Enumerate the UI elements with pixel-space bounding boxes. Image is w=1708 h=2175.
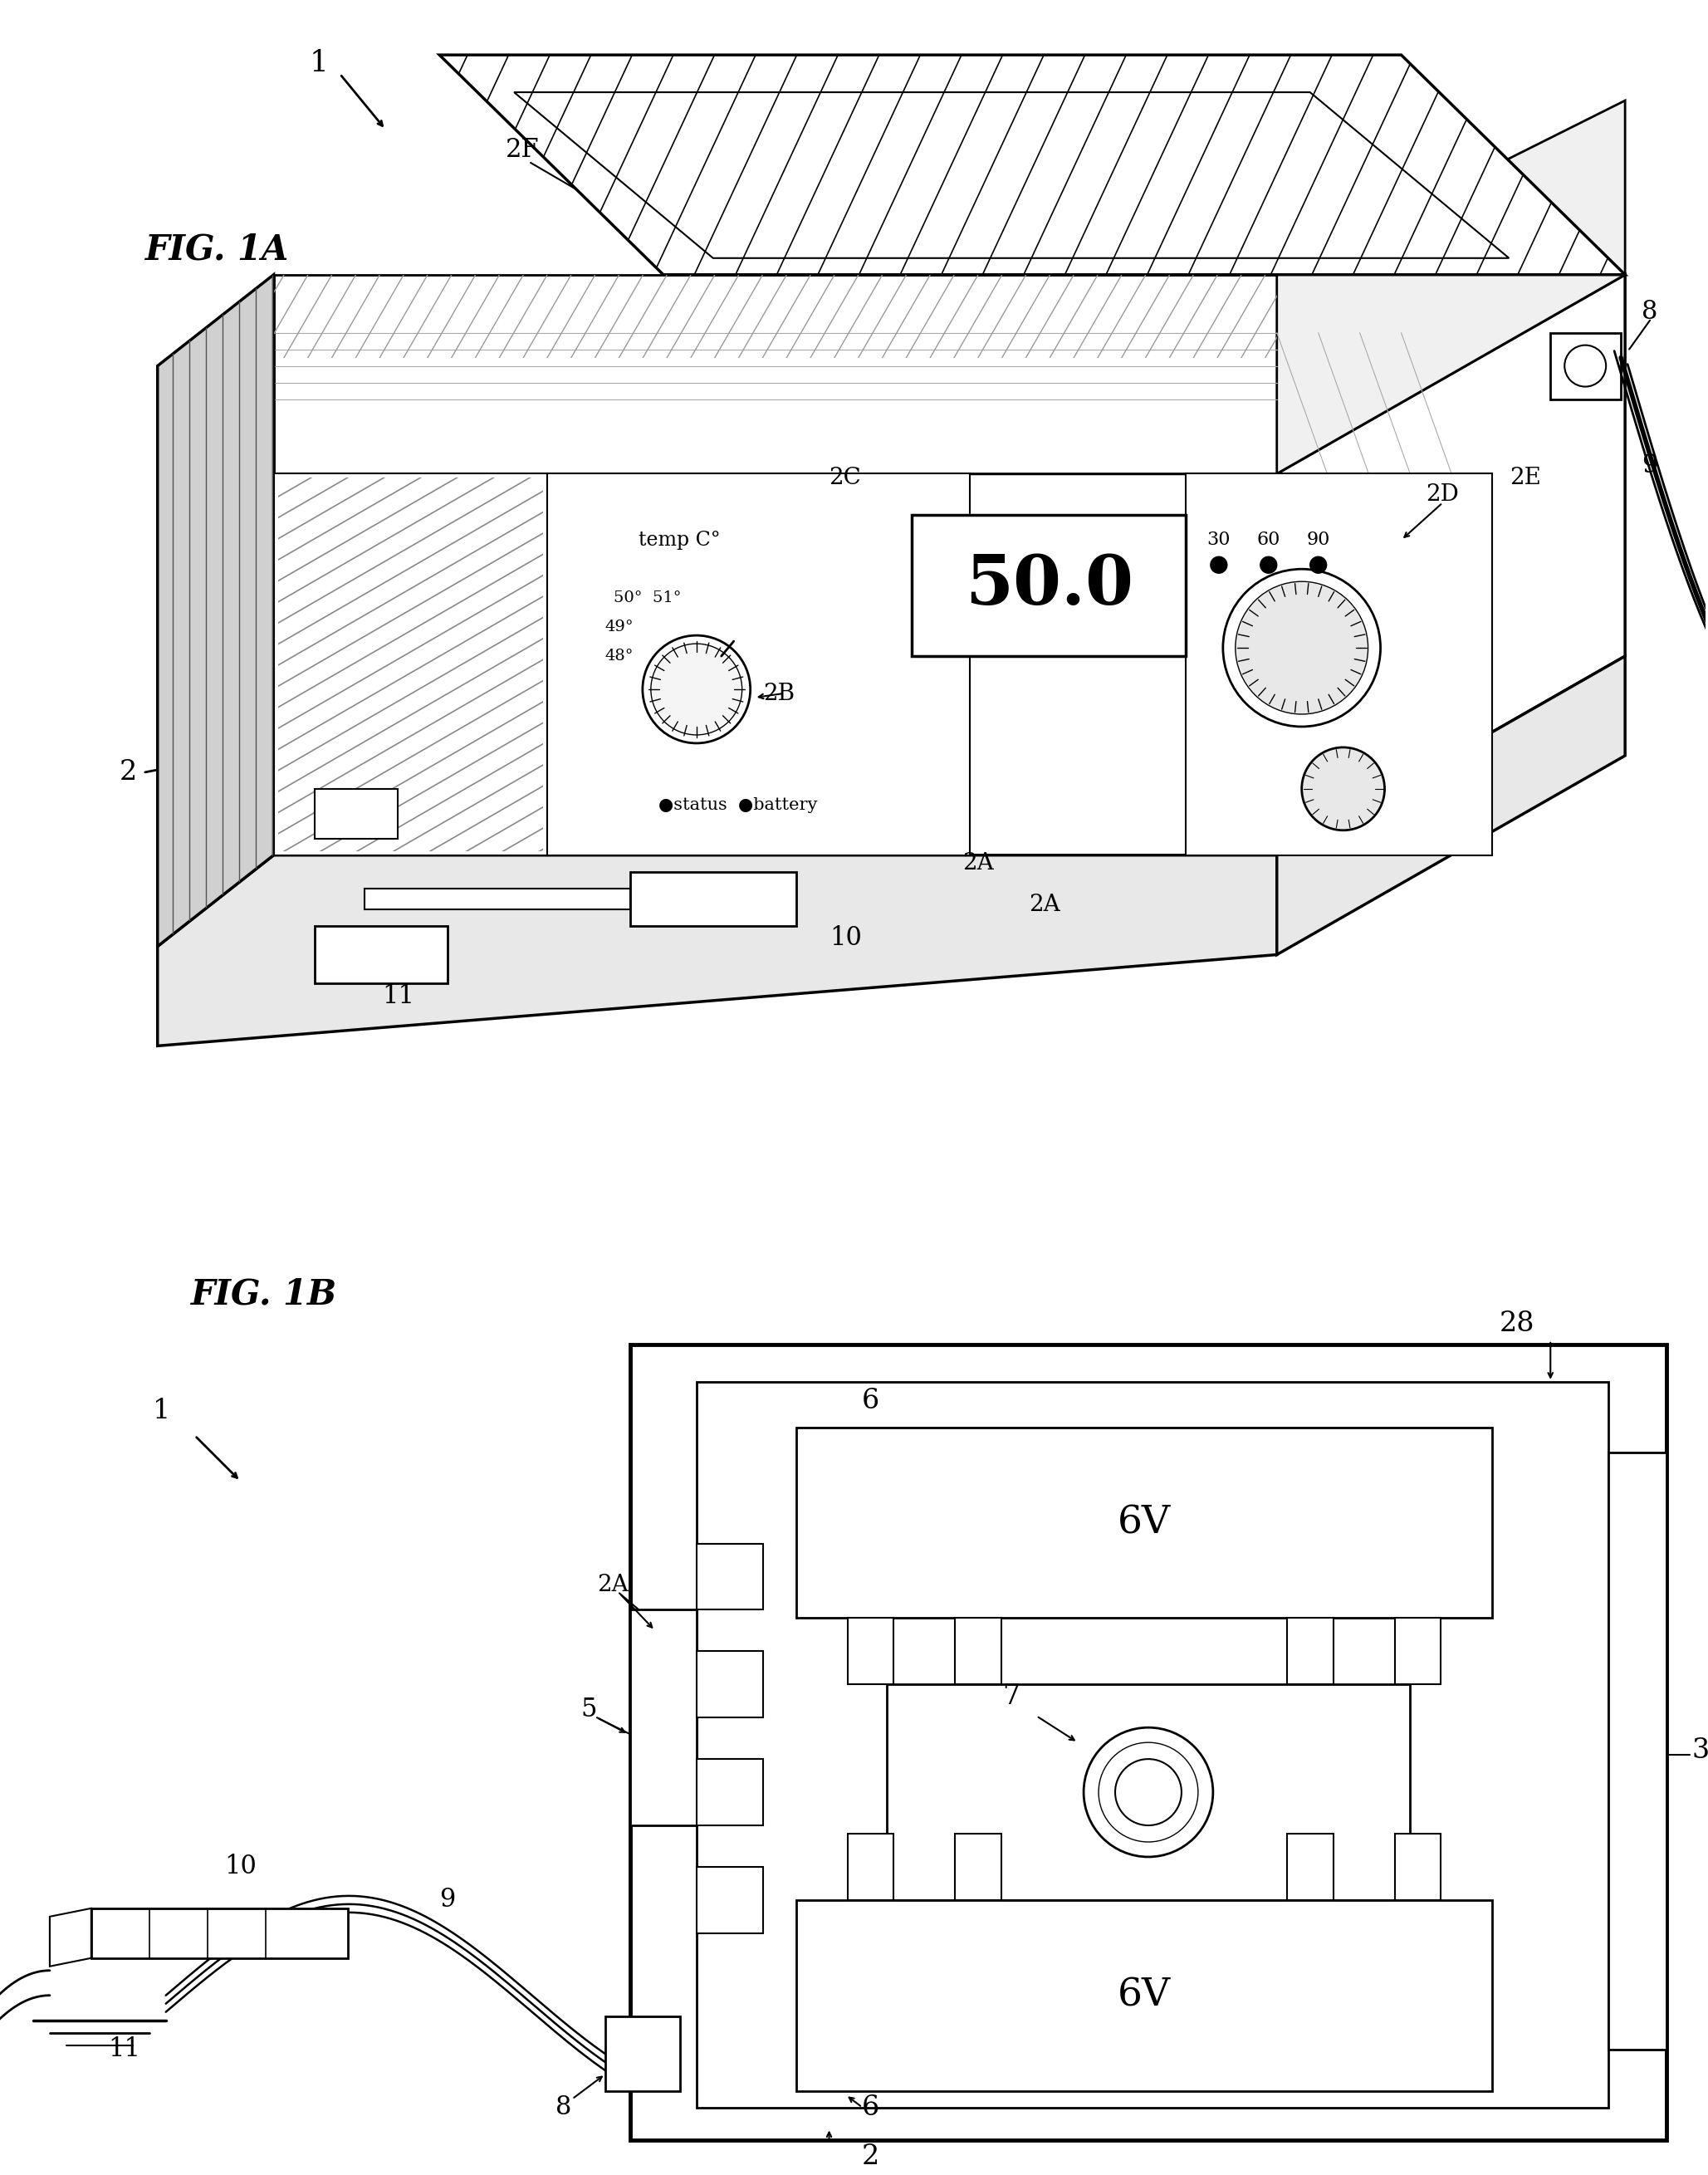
Polygon shape — [630, 872, 796, 927]
Text: 60: 60 — [1257, 531, 1281, 548]
Polygon shape — [955, 1618, 1001, 1683]
Polygon shape — [697, 1866, 763, 1934]
Polygon shape — [605, 2016, 680, 2090]
Polygon shape — [50, 1907, 91, 1966]
Text: 10: 10 — [224, 1853, 256, 1879]
Polygon shape — [1278, 657, 1624, 955]
Text: 2A: 2A — [1028, 894, 1061, 916]
Circle shape — [1301, 748, 1385, 831]
Polygon shape — [697, 1651, 763, 1718]
Polygon shape — [1286, 1618, 1334, 1683]
Polygon shape — [697, 1381, 1609, 2108]
Polygon shape — [796, 1901, 1493, 2090]
Circle shape — [1565, 346, 1606, 387]
Text: FIG. 1A: FIG. 1A — [145, 233, 289, 268]
Text: 2: 2 — [120, 759, 137, 785]
Polygon shape — [955, 1834, 1001, 1901]
Text: 2E: 2E — [1510, 468, 1541, 489]
Text: 48°: 48° — [605, 648, 634, 663]
Polygon shape — [1551, 333, 1621, 398]
Text: 9: 9 — [439, 1888, 456, 1912]
Polygon shape — [314, 927, 447, 983]
Text: 6V: 6V — [1117, 1503, 1170, 1542]
Polygon shape — [314, 790, 398, 840]
Polygon shape — [1278, 274, 1624, 855]
Polygon shape — [847, 1618, 893, 1683]
Polygon shape — [630, 1610, 697, 1825]
Circle shape — [1211, 557, 1226, 574]
Polygon shape — [157, 855, 1278, 1046]
Text: 50.0: 50.0 — [965, 552, 1132, 620]
Polygon shape — [796, 1427, 1493, 1618]
Polygon shape — [1394, 1618, 1442, 1683]
Polygon shape — [91, 1907, 348, 1958]
Polygon shape — [1394, 1834, 1442, 1901]
Polygon shape — [886, 1683, 1409, 1901]
Text: 2: 2 — [863, 2145, 880, 2171]
Text: 30: 30 — [1208, 531, 1231, 548]
Text: ●status  ●battery: ●status ●battery — [658, 798, 818, 813]
Text: 10: 10 — [830, 924, 863, 950]
Polygon shape — [439, 54, 1624, 274]
Polygon shape — [1185, 474, 1493, 855]
Text: 2F: 2F — [506, 137, 540, 163]
Circle shape — [1098, 1742, 1197, 1842]
Text: 3: 3 — [1691, 1738, 1708, 1764]
Text: 8: 8 — [555, 2095, 572, 2121]
Polygon shape — [366, 887, 630, 909]
Text: 6: 6 — [863, 2095, 880, 2121]
Circle shape — [1083, 1727, 1213, 1857]
Text: 1: 1 — [152, 1399, 171, 1425]
Circle shape — [1261, 557, 1278, 574]
Circle shape — [1223, 570, 1380, 726]
Polygon shape — [630, 1344, 1667, 2140]
Text: 5: 5 — [581, 1697, 596, 1723]
Text: 11: 11 — [108, 2036, 140, 2062]
Text: 6: 6 — [863, 1388, 880, 1414]
Polygon shape — [273, 274, 1278, 474]
Polygon shape — [697, 1544, 763, 1610]
Polygon shape — [514, 91, 1508, 259]
Circle shape — [1310, 557, 1327, 574]
Text: 2A: 2A — [963, 853, 994, 874]
Text: FIG. 1B: FIG. 1B — [191, 1277, 336, 1312]
Text: 9: 9 — [1641, 452, 1658, 478]
Polygon shape — [273, 474, 1278, 855]
Text: 2B: 2B — [763, 683, 794, 705]
Text: 1: 1 — [309, 50, 328, 78]
Circle shape — [651, 644, 741, 735]
Text: 50°  51°: 50° 51° — [613, 592, 681, 605]
Text: 49°: 49° — [605, 620, 634, 635]
Ellipse shape — [1115, 1760, 1182, 1825]
Polygon shape — [273, 474, 547, 855]
Polygon shape — [1278, 100, 1624, 474]
Text: 2C: 2C — [828, 468, 861, 489]
Text: temp C°: temp C° — [639, 531, 721, 550]
Text: 28: 28 — [1500, 1309, 1535, 1338]
Polygon shape — [1286, 1834, 1334, 1901]
Text: 7: 7 — [1003, 1683, 1020, 1710]
Polygon shape — [847, 1834, 893, 1901]
Polygon shape — [912, 515, 1185, 657]
Text: 11: 11 — [383, 983, 413, 1009]
Polygon shape — [1609, 1453, 1667, 2049]
Circle shape — [642, 635, 750, 744]
Polygon shape — [157, 274, 273, 946]
Polygon shape — [697, 1760, 763, 1825]
Text: 2A: 2A — [598, 1575, 629, 1596]
Polygon shape — [547, 474, 970, 855]
Text: 2D: 2D — [1426, 483, 1459, 505]
Text: 90: 90 — [1307, 531, 1331, 548]
Text: 8: 8 — [1641, 300, 1658, 324]
Circle shape — [1235, 581, 1368, 713]
Text: 6V: 6V — [1117, 1977, 1170, 2014]
